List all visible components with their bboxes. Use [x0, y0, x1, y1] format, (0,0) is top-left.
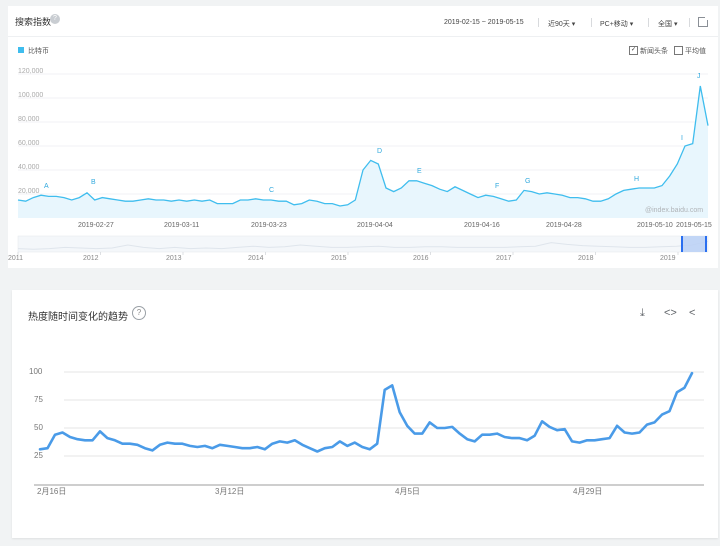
x-tick-label: 2019-03-23 — [251, 222, 287, 229]
series-line — [17, 85, 709, 207]
year-tick-label: 2013 — [166, 255, 182, 262]
y-tick-label: 100,000 — [18, 92, 44, 99]
period-select[interactable]: 近90天 ▾ — [548, 21, 576, 28]
year-tick-label: 2015 — [331, 255, 347, 262]
year-tick-label: 2019 — [660, 255, 676, 262]
help-icon[interactable]: ? — [50, 14, 60, 24]
legend-swatch — [18, 47, 24, 53]
annotation-label[interactable]: F — [495, 183, 500, 190]
y-tick-label: 75 — [34, 395, 43, 404]
year-tick-label: 2014 — [248, 255, 264, 262]
y-tick-label: 20,000 — [18, 188, 40, 195]
overview-handle-left — [681, 236, 683, 252]
news-label: 新闻头条 — [640, 48, 668, 55]
annotation-label[interactable]: G — [525, 178, 531, 185]
y-tick-label: 40,000 — [18, 164, 40, 171]
annotation-label[interactable]: B — [91, 179, 96, 186]
annotation-label[interactable]: E — [417, 168, 422, 175]
overview-selection — [682, 236, 706, 252]
year-tick-label: 2018 — [578, 255, 594, 262]
series-line — [38, 371, 694, 453]
overview-handle-right — [705, 236, 707, 252]
divider — [689, 18, 690, 27]
series-area — [18, 86, 708, 218]
average-label: 平均值 — [685, 48, 706, 55]
panel-header: 搜索指数 ? 2019-02-15 ~ 2019-05-15 近90天 ▾ PC… — [8, 6, 718, 37]
x-tick-label: 2019-04-04 — [357, 222, 393, 229]
x-tick-label: 2月16日 — [37, 487, 67, 496]
x-tick-label: 3月12日 — [215, 487, 245, 496]
x-tick-label: 2019-04-16 — [464, 222, 500, 229]
y-tick-label: 60,000 — [18, 140, 40, 147]
year-tick-label: 2016 — [413, 255, 429, 262]
divider — [648, 18, 649, 27]
legend-label: 比特币 — [28, 48, 49, 55]
download-icon[interactable]: ⤓ — [640, 307, 645, 319]
help-icon[interactable]: ? — [132, 306, 146, 320]
search-index-panel: 搜索指数 ? 2019-02-15 ~ 2019-05-15 近90天 ▾ PC… — [8, 6, 718, 268]
y-tick-label: 25 — [34, 451, 43, 460]
search-index-chart — [17, 73, 709, 255]
x-tick-label: 2019-04-28 — [546, 222, 582, 229]
embed-icon[interactable]: <> — [664, 307, 677, 319]
y-tick-label: 50 — [34, 423, 43, 432]
expand-icon[interactable] — [698, 16, 709, 27]
x-tick-label: 2019-03-11 — [164, 222, 200, 229]
x-tick-label: 4月5日 — [395, 487, 420, 496]
y-tick-label: 80,000 — [18, 116, 40, 123]
annotation-label[interactable]: D — [377, 148, 383, 155]
device-select[interactable]: PC+移动 ▾ — [600, 21, 634, 28]
date-range-picker[interactable]: 2019-02-15 ~ 2019-05-15 — [444, 19, 524, 26]
year-tick-label: 2012 — [83, 255, 99, 262]
y-tick-label: 100 — [29, 367, 43, 376]
y-tick-label: 120,000 — [18, 68, 44, 75]
x-tick-label: 2019-05-10 — [637, 222, 673, 229]
overview-bar — [17, 235, 709, 253]
divider — [538, 18, 539, 27]
annotation-label[interactable]: J — [697, 73, 701, 80]
x-tick-label: 2019-05-15 — [676, 222, 712, 229]
trend-panel: 热度随时间变化的趋势 ? ⤓ <> < 100 75 50 25 2月16日 3… — [12, 290, 718, 538]
region-select[interactable]: 全国 ▾ — [658, 21, 678, 28]
x-tick-label: 4月29日 — [573, 487, 603, 496]
annotation-label[interactable]: A — [44, 183, 49, 190]
average-checkbox[interactable] — [674, 46, 683, 55]
year-tick-label: 2011 — [8, 255, 24, 262]
x-tick-label: 2019-02-27 — [78, 222, 114, 229]
watermark: @index.baidu.com — [645, 207, 704, 214]
news-checkbox[interactable]: ✓ — [629, 46, 638, 55]
divider — [591, 18, 592, 27]
overview-line — [17, 240, 709, 250]
annotation-label[interactable]: C — [269, 187, 275, 194]
year-tick-label: 2017 — [496, 255, 512, 262]
panel-title: 热度随时间变化的趋势 — [28, 312, 128, 323]
annotation-label[interactable]: I — [681, 135, 683, 142]
annotation-label[interactable]: H — [634, 176, 640, 183]
panel-title: 搜索指数 — [15, 17, 52, 27]
trend-chart — [34, 371, 704, 486]
share-icon[interactable]: < — [689, 307, 696, 319]
